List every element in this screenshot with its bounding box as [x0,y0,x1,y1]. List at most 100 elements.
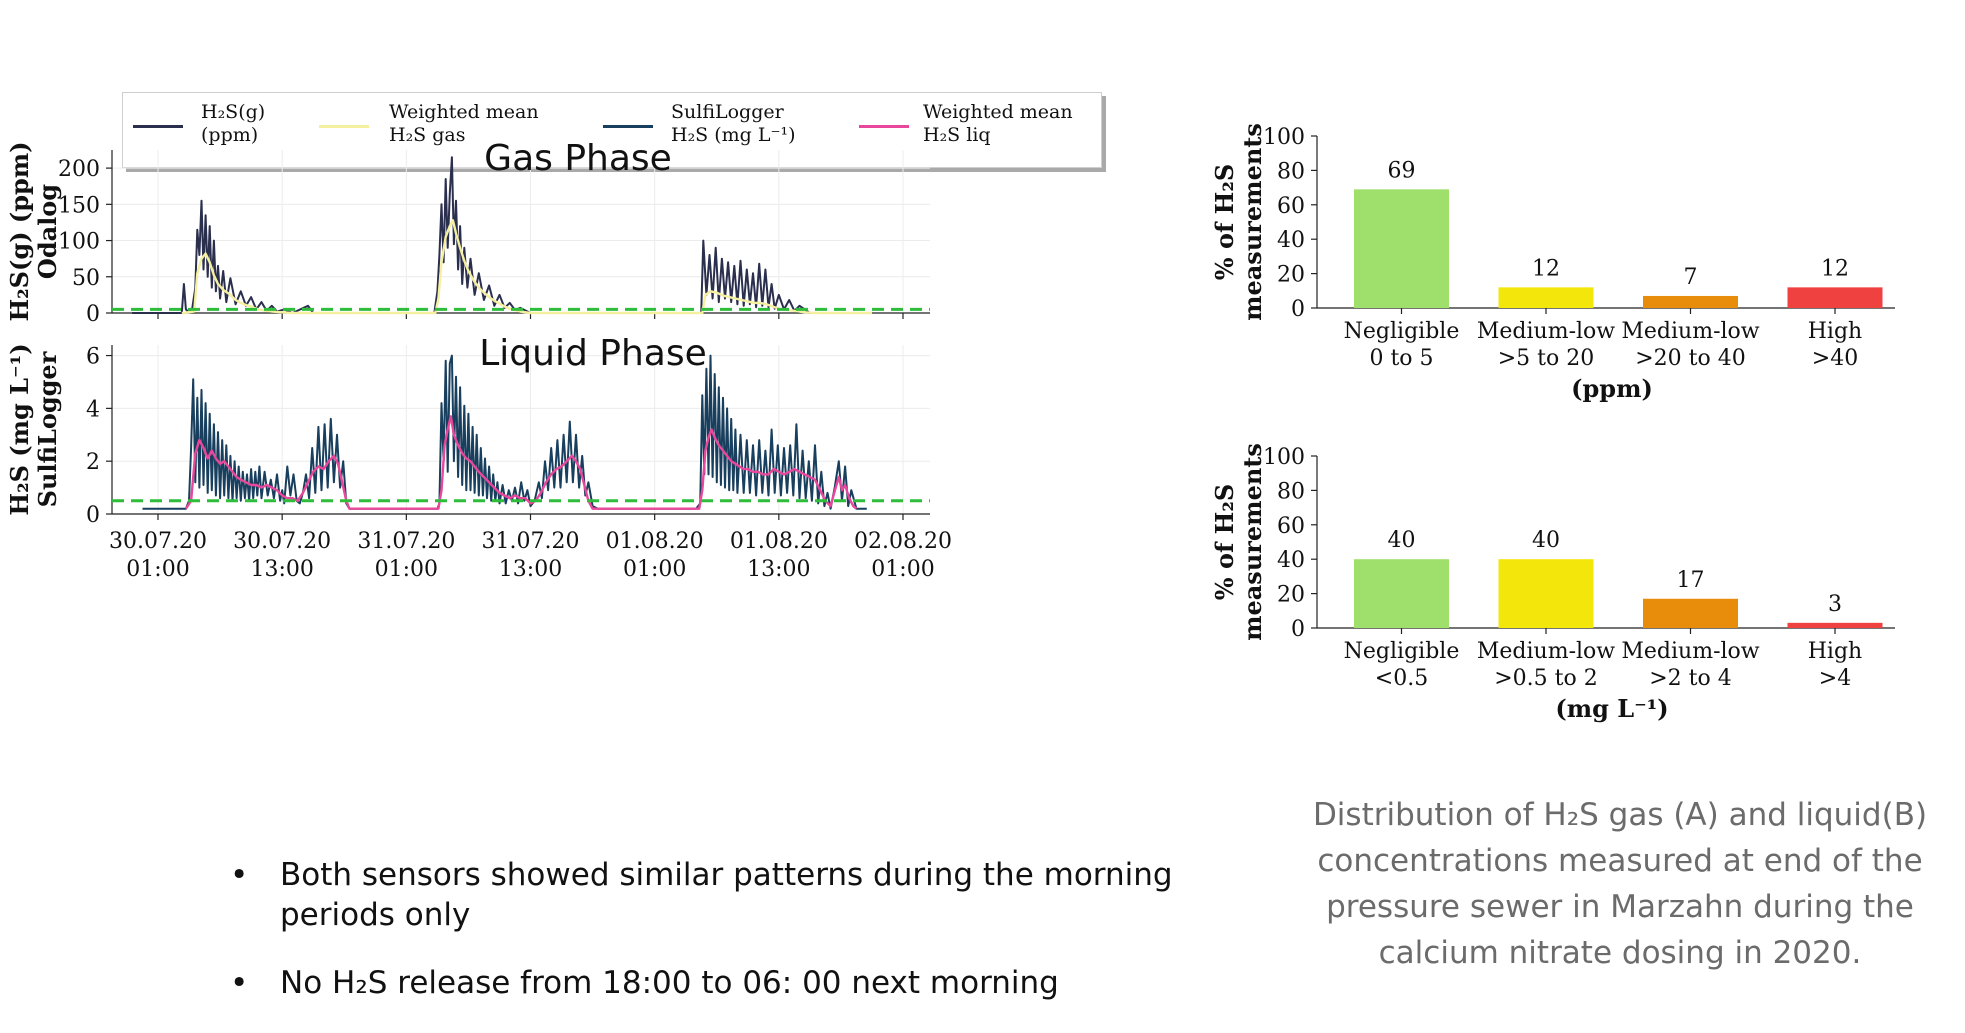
x-tick-label-category: Medium-low [1621,319,1759,344]
y-tick-label: 0 [1291,297,1305,322]
x-tick-label-time: 13:00 [250,557,313,582]
bullet-text: No H₂S release from 18:00 to 06: 00 next… [280,965,1059,1001]
y-tick-label: 100 [1263,445,1305,470]
y-tick-label: 50 [72,266,100,291]
x-tick-label-range: >4 [1819,666,1851,691]
y-axis-label-line2: SulfiLogger [33,351,62,507]
x-tick-label-range: >40 [1812,346,1858,371]
y-axis-label-line2: measurements [1238,123,1267,321]
x-tick-label-time: 01:00 [871,557,934,582]
y-tick-label: 20 [1277,263,1305,288]
x-tick-label-category: Negligible [1344,319,1460,344]
bar [1643,295,1738,308]
x-tick-label-range: >5 to 20 [1498,346,1595,371]
y-tick-label: 200 [58,157,100,182]
y-tick-label: 0 [86,302,100,327]
legend-label-h2s-gas: H₂S(g) (ppm) [201,101,266,146]
time-series-figure: 0 50 100 150 200 Gas Phase H₂S(g) (ppm) Odalog 0… [5,138,952,582]
x-tick-label-range: >0.5 to 2 [1494,666,1598,691]
y-tick-label: 0 [1291,617,1305,642]
x-tick-label-date: 31.07.20 [482,529,580,554]
bullet-item: • Both sensors showed similar patterns d… [225,855,1195,935]
x-tick-label-category: High [1808,319,1862,344]
x-tick-label-time: 01:00 [623,557,686,582]
x-tick-label-range: >20 to 40 [1635,346,1746,371]
panel-title: Liquid Phase [479,333,707,374]
bar [1354,559,1449,628]
weighted-mean-series-line [181,219,872,315]
x-tick-label-category: High [1808,639,1862,664]
panel-title: Gas Phase [484,138,672,179]
x-tick-label-date: 02.08.20 [854,529,952,554]
x-tick-label-category: Negligible [1344,639,1460,664]
y-axis-label-line2: Odalog [33,184,62,279]
x-tick-label-date: 31.07.20 [357,529,455,554]
y-tick-label: 20 [1277,583,1305,608]
x-tick-label-category: Medium-low [1621,639,1759,664]
bar [1354,189,1449,308]
y-tick-label: 100 [58,230,100,255]
y-axis-label-line2: measurements [1238,443,1267,641]
x-tick-label-date: 30.07.20 [233,529,331,554]
raw-sensor-series-line [132,156,872,314]
legend-swatch-sulfilogger [603,125,653,128]
bar-data-label: 12 [1532,256,1560,281]
weighted-mean-series-line [184,415,858,510]
bar-data-label: 17 [1677,568,1705,593]
x-tick-label-time: 01:00 [375,557,438,582]
bar-data-label: 40 [1388,528,1416,553]
y-tick-label: 100 [1263,125,1305,150]
legend-swatch-weighted-mean-gas [319,125,369,128]
x-tick-label-time: 13:00 [499,557,562,582]
x-tick-label-date: 01.08.20 [730,529,828,554]
bar-data-label: 12 [1821,256,1849,281]
bar [1787,622,1883,628]
x-tick-label-range: <0.5 [1375,666,1428,691]
x-tick-label-date: 30.07.20 [109,529,207,554]
x-tick-label-category: Medium-low [1477,639,1615,664]
bar-data-label: 3 [1828,592,1842,617]
legend-swatch-h2s-gas [133,125,183,128]
x-tick-label-range: >2 to 4 [1649,666,1732,691]
x-tick-label-date: 01.08.20 [606,529,704,554]
bullet-list: • Both sensors showed similar patterns d… [225,855,1195,1031]
x-axis-label: (ppm) [1571,374,1653,403]
y-tick-label: 40 [1277,228,1305,253]
y-axis-label-line1: H₂S (mg L⁻¹) [5,343,34,515]
bar [1498,287,1594,308]
legend-label-sulfilogger: SulfiLogger H₂S (mg L⁻¹) [671,101,796,146]
x-tick-label-range: 0 to 5 [1369,346,1433,371]
bar [1498,559,1594,628]
x-tick-label-category: Medium-low [1477,319,1615,344]
x-tick-label-time: 13:00 [747,557,810,582]
bullet-item: • No H₂S release from 18:00 to 06: 00 ne… [225,963,1195,1003]
bar-data-label: 40 [1532,528,1560,553]
bar-data-label: 7 [1684,265,1698,290]
y-tick-label: 150 [58,193,100,218]
legend-swatch-weighted-mean-liq [859,125,909,128]
y-axis-label-line1: % of H₂S [1210,164,1239,280]
x-axis-label: (mg L⁻¹) [1555,694,1668,723]
chart-legend: H₂S(g) (ppm) Weighted mean H₂S gas SulfiLo… [122,92,1102,168]
y-tick-label: 60 [1277,514,1305,539]
figure-caption: Distribution of H₂S gas (A) and liquid(B… [1312,797,1928,971]
x-tick-label-time: 01:00 [126,557,189,582]
y-tick-label: 6 [86,345,100,370]
y-tick-label: 60 [1277,194,1305,219]
legend-label-weighted-mean-liq: Weighted mean H₂S liq [923,101,1073,146]
liquid-distribution-bar-chart: 0 20 40 60 80 100 40 Negligible<0.5 40 Medium-low… [1210,443,1895,723]
legend-label-weighted-mean-gas: Weighted mean H₂S gas [389,101,539,146]
bullet-dot: • [230,857,249,893]
y-axis-label-line1: H₂S(g) (ppm) [5,141,34,321]
bullet-dot: • [230,965,249,1001]
y-tick-label: 0 [86,503,100,528]
y-tick-label: 4 [86,397,100,422]
y-tick-label: 80 [1277,479,1305,504]
y-tick-label: 40 [1277,548,1305,573]
y-tick-label: 80 [1277,159,1305,184]
bar [1787,287,1883,308]
y-axis-label-line1: % of H₂S [1210,484,1239,600]
bar [1643,598,1738,628]
bullet-text: Both sensors showed similar patterns dur… [280,857,1173,933]
